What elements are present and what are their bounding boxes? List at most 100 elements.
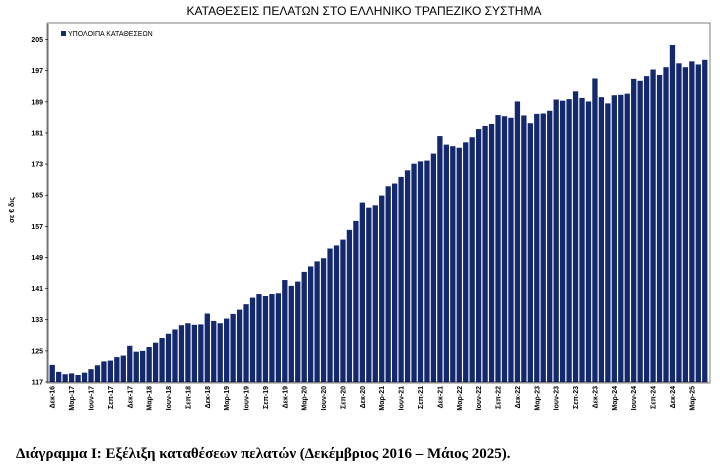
bar (217, 323, 223, 382)
bar (211, 320, 217, 382)
y-tick-label: 157 (31, 224, 43, 231)
bar (204, 313, 210, 382)
bar (320, 258, 327, 382)
x-tick-label: Μαρ-21 (379, 386, 386, 411)
bar (559, 100, 566, 382)
bar (488, 124, 495, 382)
bar (152, 342, 159, 382)
bar (346, 229, 353, 382)
bar (146, 346, 152, 382)
bar (547, 110, 553, 382)
y-tick-label: 205 (31, 37, 43, 44)
bar (269, 294, 275, 382)
x-tick-label: Μαρ-19 (224, 386, 231, 411)
bar (359, 202, 365, 382)
x-tick-label: Ιουν-24 (631, 386, 638, 410)
bar (566, 99, 572, 382)
bar (282, 280, 288, 382)
deposits-bar-chart: ΚΑΤΑΘΕΣΕΙΣ ΠΕΛΑΤΩΝ ΣΤΟ ΕΛΛΗΝΙΚΟ ΤΡΑΠΕΖΙΚ… (9, 4, 711, 411)
bar (495, 115, 501, 382)
bar (508, 117, 514, 382)
x-tick-label: Σεπ-20 (340, 386, 347, 409)
bar (178, 325, 185, 382)
bar (88, 369, 94, 382)
x-tick-label: Σεπ-22 (496, 386, 503, 409)
bar (68, 373, 75, 382)
legend: ΥΠΟΛΟΙΠΑ ΚΑΤΑΘΕΣΕΩΝ (61, 31, 153, 38)
x-tick-label: Μαρ-25 (689, 386, 696, 411)
bar (411, 163, 417, 382)
x-tick-label: Σεπ-18 (185, 386, 192, 409)
bar (417, 161, 424, 382)
bar (592, 78, 598, 382)
bar (333, 245, 340, 382)
bar (379, 195, 385, 382)
bar (56, 371, 62, 382)
bar (127, 345, 133, 382)
x-tick-label: Ιουν-18 (166, 386, 173, 410)
y-tick-label: 181 (31, 130, 43, 137)
chart-title: ΚΑΤΑΘΕΣΕΙΣ ΠΕΛΑΤΩΝ ΣΤΟ ΕΛΛΗΝΙΚΟ ΤΡΑΠΕΖΙΚ… (187, 4, 542, 18)
x-tick-label: Δεκ-20 (360, 386, 367, 408)
bar (643, 76, 650, 382)
bar (624, 93, 630, 383)
bar (133, 351, 139, 382)
bar (398, 176, 404, 382)
x-tick-label: Δεκ-22 (515, 386, 522, 408)
bar (650, 69, 656, 382)
bar (663, 67, 669, 382)
bar (689, 61, 695, 383)
bar (243, 304, 249, 382)
bar (598, 97, 605, 382)
x-tick-label: Σεπ-24 (651, 386, 658, 409)
y-tick-label: 189 (31, 99, 43, 106)
bar (101, 361, 107, 382)
x-tick-label: Δεκ-16 (50, 386, 57, 408)
bar (301, 271, 307, 382)
bar (107, 360, 114, 382)
bar (62, 374, 68, 382)
bar (340, 239, 346, 382)
bar (404, 170, 411, 382)
x-tick-label: Ιουν-20 (321, 386, 328, 410)
bar (385, 186, 391, 382)
bar (669, 45, 676, 382)
bar (456, 147, 462, 382)
bar (540, 113, 546, 382)
bar (256, 294, 262, 382)
x-tick-label: Ιουν-23 (554, 386, 561, 410)
y-tick-label: 125 (31, 348, 43, 355)
x-tick-label: Δεκ-23 (592, 386, 599, 408)
bar (185, 323, 191, 382)
bar (501, 116, 508, 382)
x-tick-label: Σεπ-19 (263, 386, 270, 409)
bar (49, 364, 55, 382)
bar (579, 97, 585, 383)
bar (430, 153, 437, 382)
y-tick-label: 149 (31, 255, 43, 262)
bar (605, 103, 611, 382)
bars-group (49, 45, 708, 383)
bar (366, 207, 372, 382)
bar (656, 74, 663, 382)
y-tick-label: 173 (31, 162, 43, 169)
x-tick-label: Μαρ-18 (147, 386, 154, 411)
bar (637, 80, 643, 382)
y-tick-label: 165 (31, 193, 43, 200)
y-axis: 117 125 133 141 149 157 165 173 181 189 197 205 (31, 24, 49, 387)
x-tick-label: Ιουν-22 (476, 386, 483, 410)
bar (295, 281, 301, 382)
bar (224, 318, 230, 382)
x-tick-label: Δεκ-19 (282, 386, 289, 408)
bar (236, 309, 243, 382)
chart-container: ΚΑΤΑΘΕΣΕΙΣ ΠΕΛΑΤΩΝ ΣΤΟ ΕΛΛΗΝΙΚΟ ΤΡΑΠΕΖΙΚ… (9, 4, 711, 411)
bar (443, 144, 449, 382)
bar (172, 329, 178, 382)
bar (437, 136, 443, 382)
x-tick-label: Μαρ-22 (457, 386, 464, 411)
x-tick-label: Σεπ-21 (418, 386, 425, 409)
bar (81, 372, 88, 382)
bar (288, 285, 294, 382)
bar (94, 365, 101, 382)
bar (165, 333, 172, 382)
